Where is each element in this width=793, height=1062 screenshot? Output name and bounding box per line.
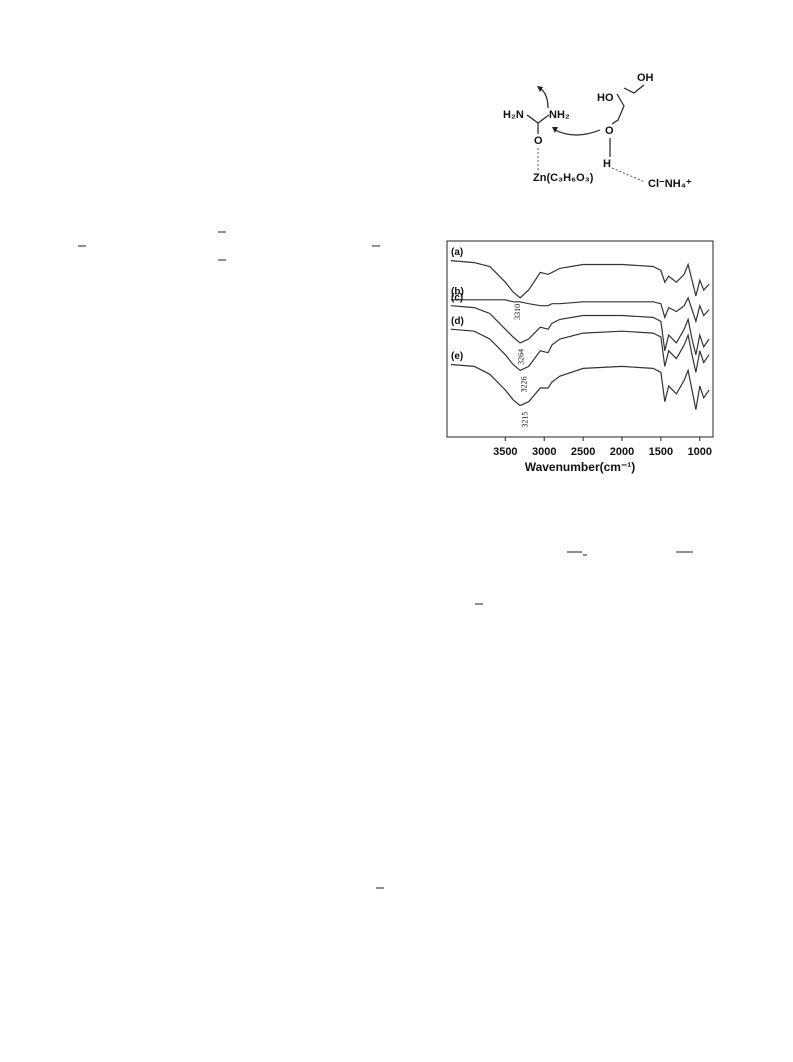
arrow: [539, 87, 549, 109]
spectrum: [450, 305, 710, 355]
chem-label: O: [605, 125, 614, 137]
peak-label: 3215: [520, 412, 529, 428]
spectrum: [450, 260, 710, 299]
chem-label: Cl⁻NH₄⁺: [648, 178, 692, 190]
x-tick-label: 3000: [532, 446, 556, 458]
h-bond: [611, 167, 646, 183]
chem-label: Zn(C₃H₆O₃): [533, 172, 594, 184]
arrowhead: [537, 86, 543, 92]
chem-label: H: [603, 158, 611, 170]
scheme: OH HO H₂N NH₂ O O H Zn(C₃H₆O₃) Cl⁻NH₄⁺: [503, 72, 692, 190]
x-tick-label: 1000: [688, 446, 712, 458]
peak-label: 3226: [519, 376, 528, 392]
series-label: (c): [451, 292, 463, 303]
chem-label: O: [534, 135, 543, 147]
x-tick-label: 2000: [610, 446, 634, 458]
bond: [526, 84, 645, 157]
chem-label: OH: [637, 72, 654, 84]
plot-frame: [446, 240, 714, 438]
x-tick-label: 1500: [649, 446, 673, 458]
stray-marks: [78, 231, 693, 889]
spectrum: [450, 328, 710, 373]
x-tick-label: 2500: [571, 446, 595, 458]
series-label: (a): [451, 247, 463, 258]
chem-label: NH₂: [549, 109, 570, 121]
series-label: (e): [451, 351, 463, 362]
x-tick-label: 3500: [493, 446, 517, 458]
arrowhead: [552, 127, 558, 133]
spectrum: [450, 296, 710, 324]
chem-label: HO: [597, 92, 614, 104]
chem-label: H₂N: [503, 109, 524, 121]
arrow: [554, 129, 601, 136]
peak-label: 3264: [517, 349, 526, 365]
x-axis-label: Wavenumber(cm⁻¹): [525, 460, 636, 474]
series-label: (d): [451, 316, 464, 327]
spectrum: [450, 363, 710, 410]
peak-label: 3310: [513, 304, 522, 320]
series-label: (b): [451, 286, 464, 297]
